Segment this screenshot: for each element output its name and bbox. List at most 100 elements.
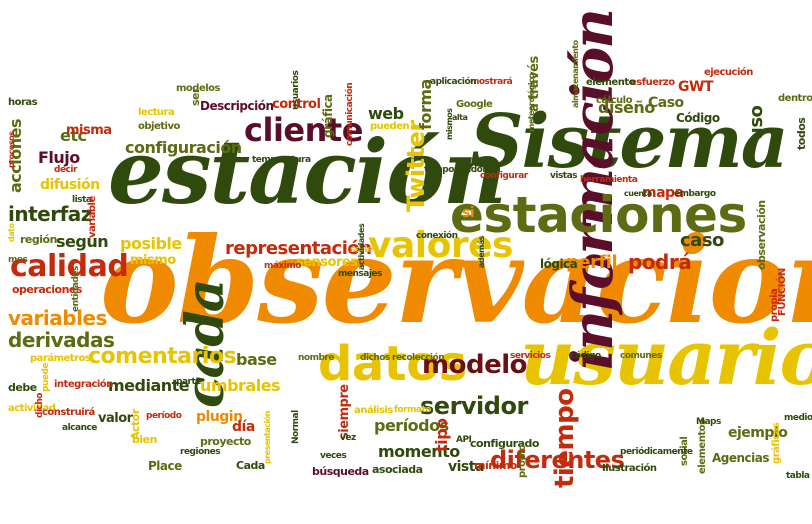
cloud-word: dichos — [360, 353, 390, 363]
cloud-word: procesos — [7, 131, 16, 168]
cloud-word: GWT — [678, 79, 713, 95]
cloud-word: mismos — [445, 108, 454, 140]
cloud-word: lista — [72, 195, 92, 205]
cloud-word: observación — [755, 200, 768, 270]
cloud-word: periódicamente — [620, 447, 693, 457]
cloud-word: ejecución — [704, 67, 753, 78]
cloud-word: Descripción — [200, 99, 274, 113]
cloud-word: además — [477, 235, 486, 268]
cloud-word: calidad — [10, 249, 129, 284]
cloud-word: web — [368, 104, 404, 123]
cloud-word: aplicación — [430, 77, 477, 87]
cloud-word: construirá — [42, 407, 95, 418]
cloud-word: uso — [746, 105, 767, 140]
cloud-word: comunicación — [345, 82, 355, 146]
cloud-word: actividad — [8, 403, 56, 414]
cloud-word: Maps — [696, 417, 721, 427]
cloud-word: propia — [769, 288, 780, 322]
cloud-word: dato — [7, 223, 16, 242]
cloud-word: vista — [448, 459, 484, 475]
cloud-word: mensajes — [338, 269, 382, 279]
cloud-word: búsqueda — [312, 465, 369, 478]
cloud-word: siempre — [337, 384, 352, 440]
cloud-word: etc — [60, 126, 87, 145]
cloud-word: comunes — [620, 351, 662, 361]
cloud-word: umbrales — [200, 376, 281, 395]
cloud-word: plugin — [196, 409, 243, 425]
cloud-word: caso — [680, 230, 724, 251]
cloud-word: valores — [368, 225, 513, 266]
cloud-word: horas — [8, 97, 38, 108]
cloud-word: dicho — [35, 393, 45, 418]
cloud-word: actividades — [357, 223, 366, 270]
cloud-word: temporizador — [424, 165, 487, 175]
cloud-word: Place — [148, 459, 182, 473]
cloud-word: estación — [108, 120, 507, 224]
cloud-word: comentarios — [88, 344, 237, 369]
cloud-word: mínimo — [474, 459, 517, 472]
cloud-word: alta — [452, 113, 468, 122]
cloud-word: interfaz — [8, 202, 92, 226]
cloud-word: estaciones — [450, 186, 747, 244]
cloud-word: código — [570, 351, 601, 361]
cloud-word: derivadas — [8, 328, 115, 352]
cloud-word: observaciones — [100, 211, 812, 350]
cloud-word: objetivo — [138, 121, 180, 132]
cloud-word: modelo — [422, 350, 527, 380]
cloud-word: día — [232, 419, 255, 435]
cloud-word: Google — [456, 99, 493, 110]
cloud-word: usuarios — [291, 70, 301, 110]
cloud-word: sensores — [296, 255, 358, 270]
cloud-word: región — [20, 233, 57, 246]
cloud-word: períodos — [374, 416, 449, 435]
cloud-word: según — [56, 232, 109, 251]
cloud-word: elemento — [586, 77, 635, 88]
cloud-word: elementos — [697, 419, 708, 474]
cloud-word: Caso — [648, 95, 684, 111]
cloud-word: Sistema — [470, 99, 789, 185]
cloud-word: configurar — [480, 171, 528, 181]
cloud-word: herramienta — [580, 175, 638, 185]
cloud-word: si — [462, 205, 475, 221]
cloud-word: configuración — [125, 138, 242, 157]
cloud-word: tiempo — [550, 388, 580, 488]
cloud-word: mismo — [130, 253, 176, 268]
cloud-word: parte — [176, 377, 201, 387]
cloud-word: mes — [8, 255, 28, 265]
cloud-word: serie — [350, 245, 373, 255]
cloud-word: control — [272, 97, 321, 112]
cloud-word: momento — [378, 442, 460, 461]
cloud-word: Ilustración — [602, 463, 657, 474]
cloud-word: API — [456, 435, 472, 445]
cloud-word: servidor — [420, 392, 528, 420]
cloud-word: tipo — [432, 418, 451, 452]
cloud-word: medios — [784, 413, 812, 423]
cloud-word: Cada — [236, 459, 265, 472]
cloud-word: período — [146, 411, 182, 421]
cloud-word: gráficas — [771, 422, 782, 464]
cloud-word: cálculo — [596, 95, 632, 106]
cloud-word: Agencias — [712, 451, 770, 465]
cloud-word: podrá — [628, 250, 692, 274]
cloud-word: base — [236, 350, 277, 369]
cloud-word: representación — [225, 238, 372, 259]
cloud-word: modelos — [176, 83, 220, 94]
cloud-word: embargo — [674, 189, 716, 199]
cloud-word: formato — [394, 405, 431, 415]
cloud-word: variables — [8, 306, 107, 330]
cloud-word: dentro — [778, 93, 812, 104]
cloud-word: ejemplo — [728, 425, 788, 441]
cloud-word: mapa — [642, 185, 684, 201]
cloud-word: cuenta — [624, 189, 652, 198]
cloud-word: vez — [340, 433, 356, 443]
cloud-word: Normal — [291, 410, 301, 444]
cloud-word: operaciones — [12, 283, 82, 296]
cloud-word: integración — [54, 379, 113, 390]
cloud-word: asociada — [372, 463, 423, 476]
cloud-word: Código — [676, 111, 720, 125]
cloud-word: presentación — [263, 411, 272, 464]
cloud-word: vistas — [550, 171, 578, 181]
cloud-word: análisis — [354, 405, 393, 416]
cloud-word: configurado — [470, 437, 539, 450]
